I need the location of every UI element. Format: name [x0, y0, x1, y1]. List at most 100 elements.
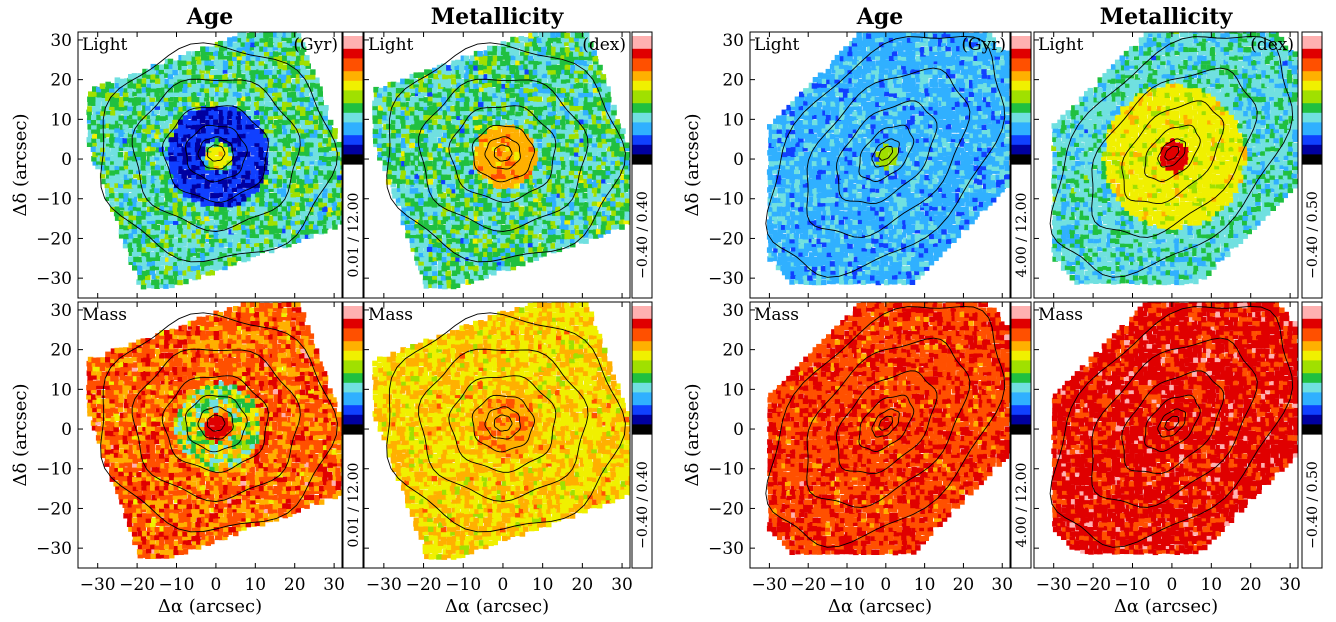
map-cell [264, 81, 271, 87]
map-cell [190, 438, 197, 444]
map-cell [450, 242, 457, 249]
map-cell [227, 233, 234, 239]
map-cell [285, 366, 292, 372]
map-cell [196, 475, 202, 481]
map-cell [332, 401, 338, 408]
map-cell [515, 255, 521, 261]
map-cell [105, 397, 112, 404]
map-cell [278, 412, 284, 419]
map-cell [255, 362, 261, 368]
map-cell [223, 470, 229, 477]
map-cell [314, 124, 320, 130]
map-cell [427, 274, 434, 281]
map-cell [196, 347, 202, 353]
map-cell [273, 485, 279, 492]
map-cell [300, 485, 306, 491]
map-cell [213, 379, 219, 385]
map-cell [154, 196, 160, 202]
map-cell [172, 366, 178, 373]
map-cell [186, 511, 193, 517]
map-cell [123, 114, 130, 120]
map-cell [250, 490, 256, 496]
map-cell [163, 480, 170, 486]
map-cell [150, 127, 157, 133]
map-cell [123, 425, 130, 432]
map-cell [196, 489, 202, 495]
map-cell [205, 154, 211, 161]
map-cell [176, 361, 183, 367]
map-cell [114, 127, 120, 133]
map-cell [97, 133, 103, 139]
map-cell [200, 330, 206, 336]
map-cell [259, 233, 265, 239]
map-cell [278, 169, 284, 175]
map-cell [182, 439, 188, 445]
map-cell [227, 260, 234, 267]
map-cell [267, 342, 273, 349]
map-cell [285, 438, 291, 444]
map-cell [236, 59, 243, 65]
map-cell [208, 535, 215, 542]
map-cell [272, 210, 278, 217]
map-cell [276, 316, 282, 322]
map-cell [176, 86, 183, 92]
map-cell [267, 453, 274, 459]
map-cell [249, 475, 255, 481]
map-cell [263, 453, 269, 460]
map-cell [218, 69, 225, 75]
map-cell [268, 439, 274, 445]
map-cell [327, 466, 334, 472]
map-cell [236, 379, 243, 386]
map-cell [237, 521, 243, 528]
map-cell [113, 470, 120, 477]
map-cell [322, 493, 328, 499]
map-cell [282, 32, 288, 38]
map-cell [122, 416, 129, 422]
map-cell [286, 362, 293, 368]
map-cell [519, 255, 526, 262]
map-cell [155, 529, 162, 536]
map-cell [210, 192, 216, 199]
map-cell [196, 137, 202, 143]
map-cell [335, 471, 341, 477]
map-cell [169, 197, 176, 203]
map-cell [168, 548, 174, 554]
map-cell [285, 497, 292, 504]
map-cell [291, 114, 297, 120]
map-cell [159, 214, 166, 221]
map-cell [236, 389, 243, 395]
map-cell [204, 78, 211, 85]
map-cell [209, 151, 215, 157]
map-cell [318, 366, 325, 372]
map-cell [304, 480, 311, 486]
map-cell [181, 195, 188, 202]
map-cell [255, 465, 261, 472]
map-cell [195, 453, 201, 459]
map-cell [263, 352, 270, 359]
map-cell [263, 493, 270, 500]
map-cell [295, 191, 301, 197]
map-cell [115, 474, 121, 481]
map-cell [131, 425, 137, 431]
map-cell [267, 127, 274, 134]
map-cell [227, 215, 234, 222]
map-cell [213, 399, 219, 405]
map-cell [154, 453, 160, 459]
map-cell [155, 96, 162, 102]
map-cell [142, 196, 148, 202]
map-cell [259, 164, 265, 170]
map-cell [321, 421, 328, 428]
map-cell [209, 465, 215, 472]
map-cell [236, 507, 243, 514]
map-cell [196, 380, 202, 386]
map-cell [241, 525, 247, 531]
map-cell [269, 137, 275, 144]
map-cell [195, 319, 201, 326]
map-cell [209, 443, 215, 449]
map-cell [259, 439, 265, 445]
map-cell [141, 543, 148, 550]
map-cell [319, 110, 325, 116]
map-cell [276, 128, 282, 135]
map-cell [339, 201, 342, 207]
map-cell [137, 475, 143, 481]
